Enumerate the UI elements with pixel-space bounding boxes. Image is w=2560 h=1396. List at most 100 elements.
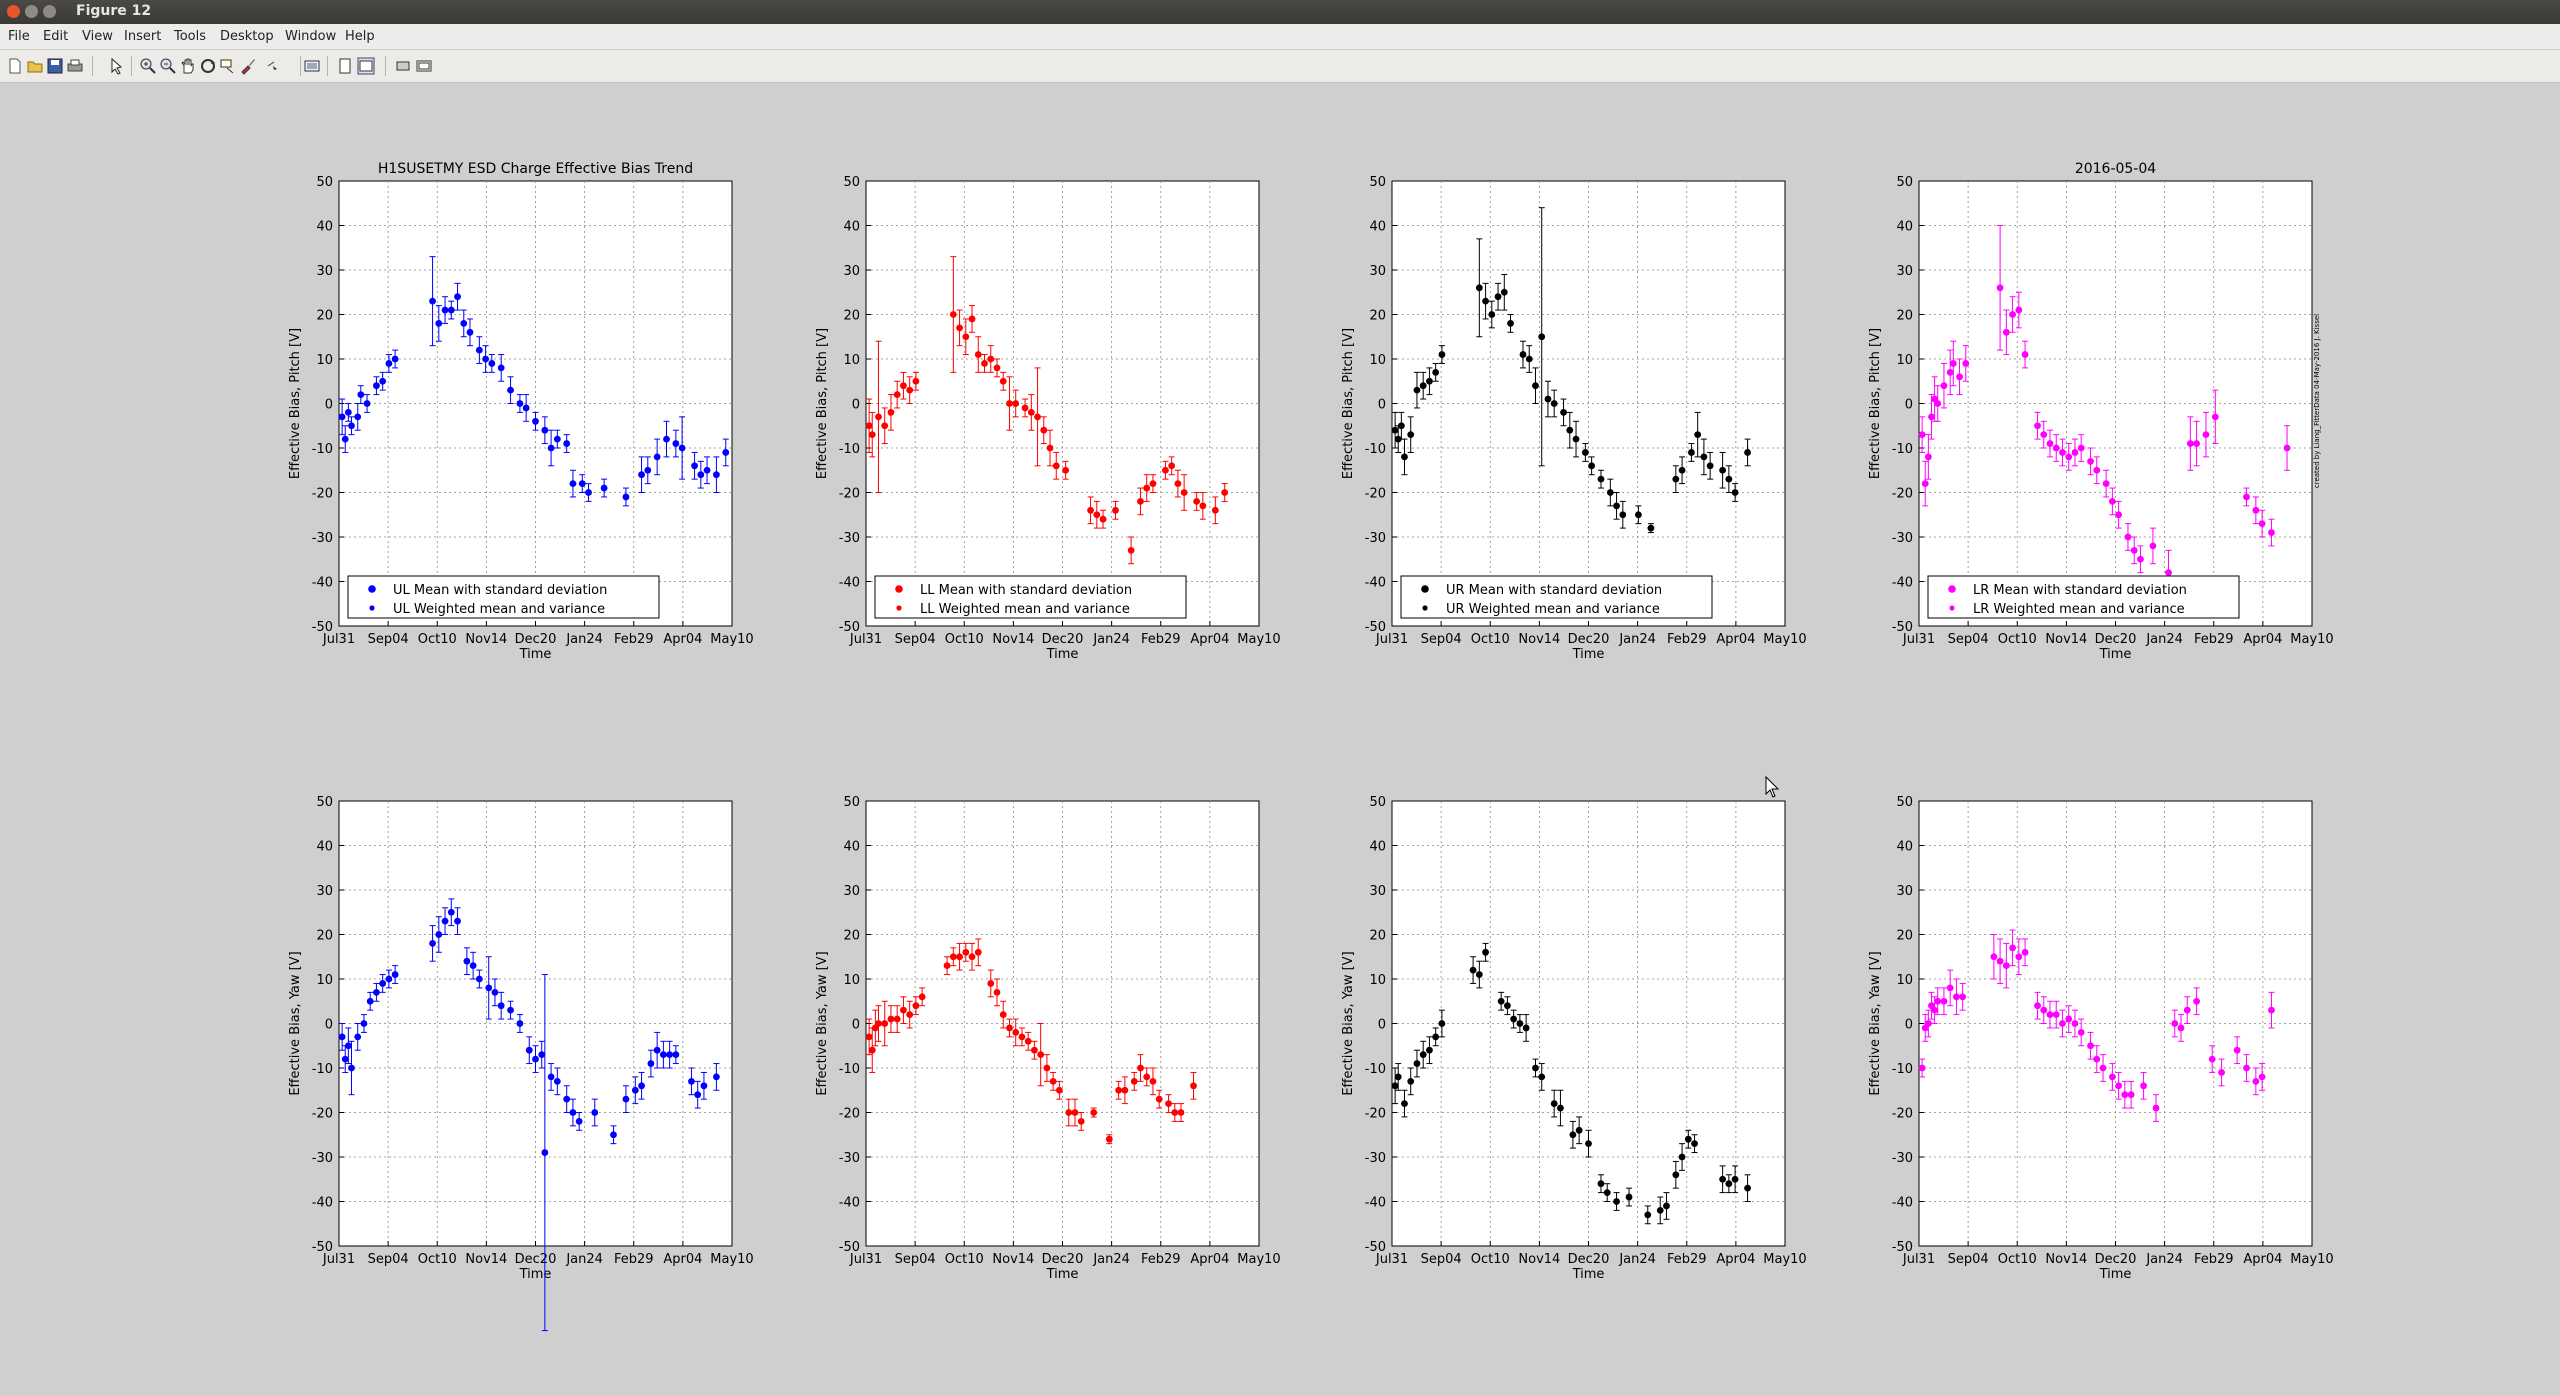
mean-marker — [1672, 475, 1680, 483]
mean-marker — [987, 980, 995, 987]
x-tick-label: Oct10 — [418, 1252, 457, 1267]
y-axis-label: Effective Bias, Yaw [V] — [815, 951, 830, 1095]
menu-insert[interactable]: Insert — [124, 29, 162, 44]
data-point — [688, 1067, 695, 1096]
data-point — [553, 1067, 561, 1096]
mean-marker — [993, 364, 1001, 372]
legend[interactable]: UR Mean with standard deviation UR Weight… — [1400, 575, 1713, 619]
mean-marker — [1731, 1175, 1739, 1183]
data-point — [974, 938, 982, 967]
x-tick-label: Apr04 — [1716, 632, 1755, 647]
close-window-button[interactable] — [7, 5, 20, 18]
data-point — [1550, 389, 1558, 418]
axes-ur-yaw[interactable]: -50 -40 -30 -20 -10 0 10 20 30 40 50 Jul31 Sep04 Oct1… — [1341, 795, 1807, 1282]
open-file-icon[interactable] — [26, 57, 44, 75]
minimize-window-button[interactable] — [25, 5, 38, 18]
x-tick-label: Feb29 — [1141, 1252, 1181, 1267]
axes-ll-pitch[interactable]: -50 -40 -30 -20 -10 0 10 20 30 40 50 Jul31 Sep04 Oct1… — [815, 175, 1281, 662]
data-point — [391, 965, 399, 984]
x-tick-label: Sep04 — [1948, 1252, 1989, 1267]
data-point — [2052, 434, 2060, 462]
data-point — [1497, 991, 1505, 1011]
mean-marker — [900, 382, 907, 390]
mean-marker — [1700, 453, 1708, 461]
menu-edit[interactable]: Edit — [43, 29, 69, 44]
y-tick-label: 0 — [852, 1018, 860, 1033]
data-point — [1603, 1183, 1611, 1202]
window-titlebar[interactable]: Figure 12 — [0, 0, 2560, 24]
y-tick-label: -10 — [312, 442, 333, 457]
data-cursor-icon[interactable] — [219, 57, 237, 75]
data-point — [968, 305, 976, 333]
save-icon[interactable] — [46, 57, 64, 75]
mean-marker — [900, 1006, 907, 1014]
link-icon[interactable] — [262, 57, 280, 75]
menu-tools[interactable]: Tools — [174, 29, 207, 44]
menu-view[interactable]: View — [82, 29, 113, 44]
data-point — [2115, 500, 2123, 529]
data-point — [538, 1040, 546, 1069]
x-tick-label: Feb29 — [614, 1252, 654, 1267]
mean-marker — [1684, 1135, 1692, 1143]
legend-entry: UR Weighted mean and variance — [1446, 602, 1660, 617]
axes-ul-pitch[interactable]: -50 -40 -30 -20 -10 0 10 20 30 40 50 Jul31 Sep04 Oct1… — [288, 175, 754, 662]
legend[interactable]: LR Mean with standard deviation LR Weight… — [1927, 575, 2240, 619]
data-point — [2283, 425, 2291, 471]
y-tick-label: -10 — [1365, 1062, 1386, 1077]
data-point — [1959, 982, 1967, 1011]
figure-canvas[interactable]: -50 -40 -30 -20 -10 0 10 20 30 40 50 Jul31 Sep04 Oct1… — [0, 83, 2560, 1392]
mean-marker — [1115, 1086, 1123, 1094]
mean-marker — [485, 984, 493, 992]
new-figure-icon[interactable] — [6, 57, 24, 75]
axes-ul-yaw[interactable]: -50 -40 -30 -20 -10 0 10 20 30 40 50 Jul31 Sep04 Oct1… — [288, 795, 754, 1332]
data-point — [1744, 1174, 1751, 1202]
mean-marker — [385, 360, 393, 367]
x-tick-label: Oct10 — [1998, 1252, 2037, 1267]
menu-desktop[interactable]: Desktop — [220, 29, 274, 44]
legend[interactable]: LL Mean with standard deviation LL Weight… — [874, 575, 1187, 619]
layout-icon[interactable] — [394, 57, 412, 75]
x-tick-label: Apr04 — [663, 632, 702, 647]
mean-marker — [2087, 457, 2094, 465]
zoom-out-icon[interactable] — [159, 57, 177, 75]
pan-icon[interactable] — [179, 57, 197, 75]
data-point — [2243, 1054, 2250, 1082]
axes-ll-yaw[interactable]: -50 -40 -30 -20 -10 0 10 20 30 40 50 Jul31 Sep04 Oct1… — [815, 795, 1281, 1282]
y-tick-label: 0 — [325, 1018, 333, 1033]
data-point — [2183, 996, 2191, 1024]
show-tools-icon[interactable] — [336, 57, 354, 75]
data-point — [713, 456, 720, 493]
rotate-icon[interactable] — [199, 57, 217, 75]
legend[interactable]: UL Mean with standard deviation UL Weight… — [347, 575, 660, 619]
mean-marker — [622, 1095, 630, 1103]
data-point — [2171, 1009, 2179, 1038]
axes-lr-yaw[interactable]: -50 -40 -30 -20 -10 0 10 20 30 40 50 Jul31 Sep04 Oct1… — [1868, 795, 2334, 1282]
data-point — [1940, 362, 1948, 409]
data-point — [360, 1014, 368, 1033]
zoom-in-icon[interactable] — [139, 57, 157, 75]
mean-marker — [1099, 515, 1107, 523]
hide-tools-icon[interactable] — [303, 57, 321, 75]
y-tick-label: 0 — [325, 398, 333, 413]
layout-icon[interactable] — [415, 57, 433, 75]
x-tick-label: Nov14 — [1518, 1252, 1560, 1267]
mean-marker — [1959, 993, 1967, 1001]
menu-file[interactable]: File — [8, 29, 30, 44]
pointer-icon[interactable] — [107, 57, 125, 75]
mean-marker — [1391, 426, 1399, 434]
menu-help[interactable]: Help — [345, 29, 375, 44]
dock-icon[interactable] — [357, 57, 375, 75]
brush-icon[interactable] — [239, 57, 257, 75]
axes-lr-pitch[interactable]: -50 -40 -30 -20 -10 0 10 20 30 40 50 Jul31 Sep04 Oct1… — [1868, 175, 2334, 662]
data-point — [1143, 474, 1151, 502]
mean-marker — [1171, 1109, 1179, 1116]
print-icon[interactable] — [66, 57, 84, 75]
legend-marker — [1948, 585, 1956, 593]
axes-ur-pitch[interactable]: -50 -40 -30 -20 -10 0 10 20 30 40 50 Jul31 Sep04 Oct1… — [1341, 175, 1807, 662]
x-tick-label: Jul31 — [1902, 1252, 1935, 1267]
data-point — [1037, 1023, 1045, 1087]
maximize-window-button[interactable] — [43, 5, 56, 18]
menu-window[interactable]: Window — [285, 29, 337, 44]
mean-marker — [1516, 1020, 1524, 1027]
mean-marker — [1725, 1180, 1733, 1188]
